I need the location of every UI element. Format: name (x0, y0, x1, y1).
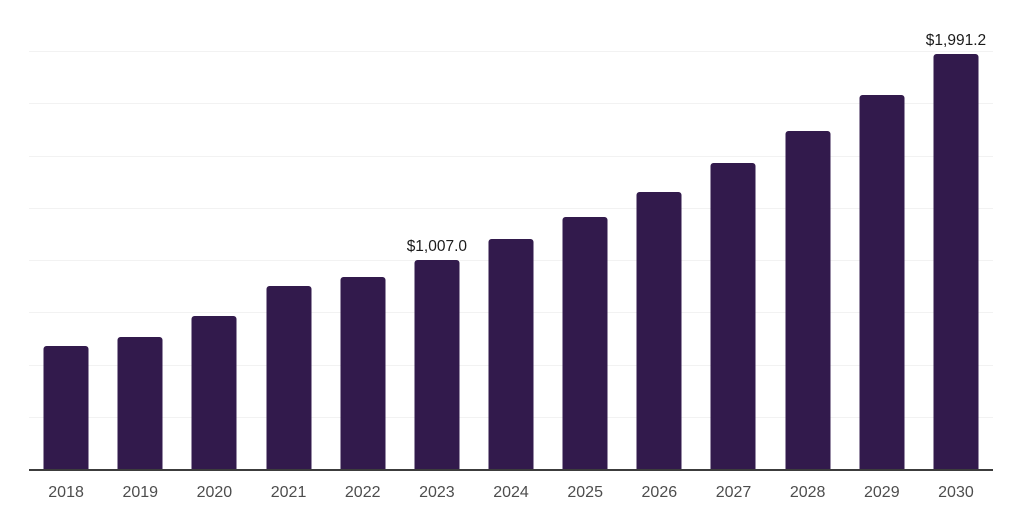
bar-2018 (43, 345, 89, 470)
bar-slot-2020 (177, 0, 251, 470)
data-label-2030: $1,991.2 (925, 32, 987, 50)
x-tick-label-2024: 2024 (493, 484, 529, 501)
bar-2029 (859, 94, 905, 470)
x-tick-label-2027: 2027 (715, 484, 752, 501)
bar-slot-2024 (474, 0, 548, 470)
x-tick-label-2018: 2018 (48, 484, 84, 501)
bar-slot-2029 (845, 0, 919, 470)
x-tick-label-2022: 2022 (344, 484, 381, 501)
gridline-1500 (29, 155, 993, 157)
plot-area: $1,007.0 $1,991.2 (29, 0, 993, 471)
bar-slot-2018 (29, 0, 103, 470)
bar-slot-2022 (326, 0, 400, 470)
bar-slot-2030: $1,991.2 (919, 0, 993, 470)
gridline-1250 (29, 207, 993, 209)
bar-2019 (117, 336, 163, 470)
x-tick-label-2023: 2023 (419, 484, 455, 501)
bar-slot-2027 (696, 0, 770, 470)
bar-2025 (562, 217, 608, 470)
x-axis-line (29, 469, 993, 471)
bar-slot-2021 (251, 0, 325, 470)
x-tick-label-2026: 2026 (641, 484, 678, 501)
bar-slot-2026 (622, 0, 696, 470)
bar-slot-2019 (103, 0, 177, 470)
bar-2022 (340, 276, 386, 470)
gridline-2000 (29, 51, 993, 53)
x-tick-label-2030: 2030 (938, 484, 974, 501)
x-tick-label-2019: 2019 (122, 484, 159, 501)
x-tick-label-2020: 2020 (196, 484, 233, 501)
x-axis-labels: 2018 2019 2020 2021 2022 2023 2024 2025 2026 2027… (29, 484, 993, 502)
bar-slot-2028 (771, 0, 845, 470)
gridline-1750 (29, 103, 993, 105)
bar-2021 (266, 285, 312, 470)
bar-2028 (785, 130, 831, 470)
bar-slot-2025 (548, 0, 622, 470)
bar-2030 (933, 54, 979, 470)
bar-2024 (488, 239, 534, 470)
bar-2026 (636, 191, 682, 470)
bar-2027 (710, 162, 756, 470)
bar-series: $1,007.0 $1,991.2 (29, 0, 993, 470)
bar-2023 (414, 259, 460, 470)
data-label-2023: $1,007.0 (406, 237, 468, 255)
x-tick-label-2021: 2021 (270, 484, 307, 501)
bar-slot-2023: $1,007.0 (400, 0, 474, 470)
bar-2020 (191, 316, 237, 470)
x-tick-label-2029: 2029 (864, 484, 900, 501)
x-tick-label-2025: 2025 (567, 484, 603, 501)
x-tick-label-2028: 2028 (789, 484, 826, 501)
